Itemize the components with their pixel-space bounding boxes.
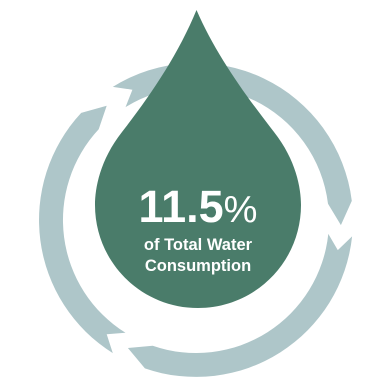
water-drop-icon bbox=[95, 10, 301, 308]
ring-arc-top bbox=[112, 63, 352, 226]
stat-unit: % bbox=[224, 189, 258, 231]
ring-arc-left bbox=[39, 105, 126, 354]
recycle-ring-icon bbox=[39, 63, 353, 377]
stat-number: 11.5 bbox=[139, 181, 224, 232]
caption-line-2: Consumption bbox=[145, 257, 251, 275]
ring-arc-bottom bbox=[127, 233, 353, 377]
stat-value: 11.5% bbox=[139, 181, 258, 232]
caption-line-1: of Total Water bbox=[144, 236, 253, 254]
